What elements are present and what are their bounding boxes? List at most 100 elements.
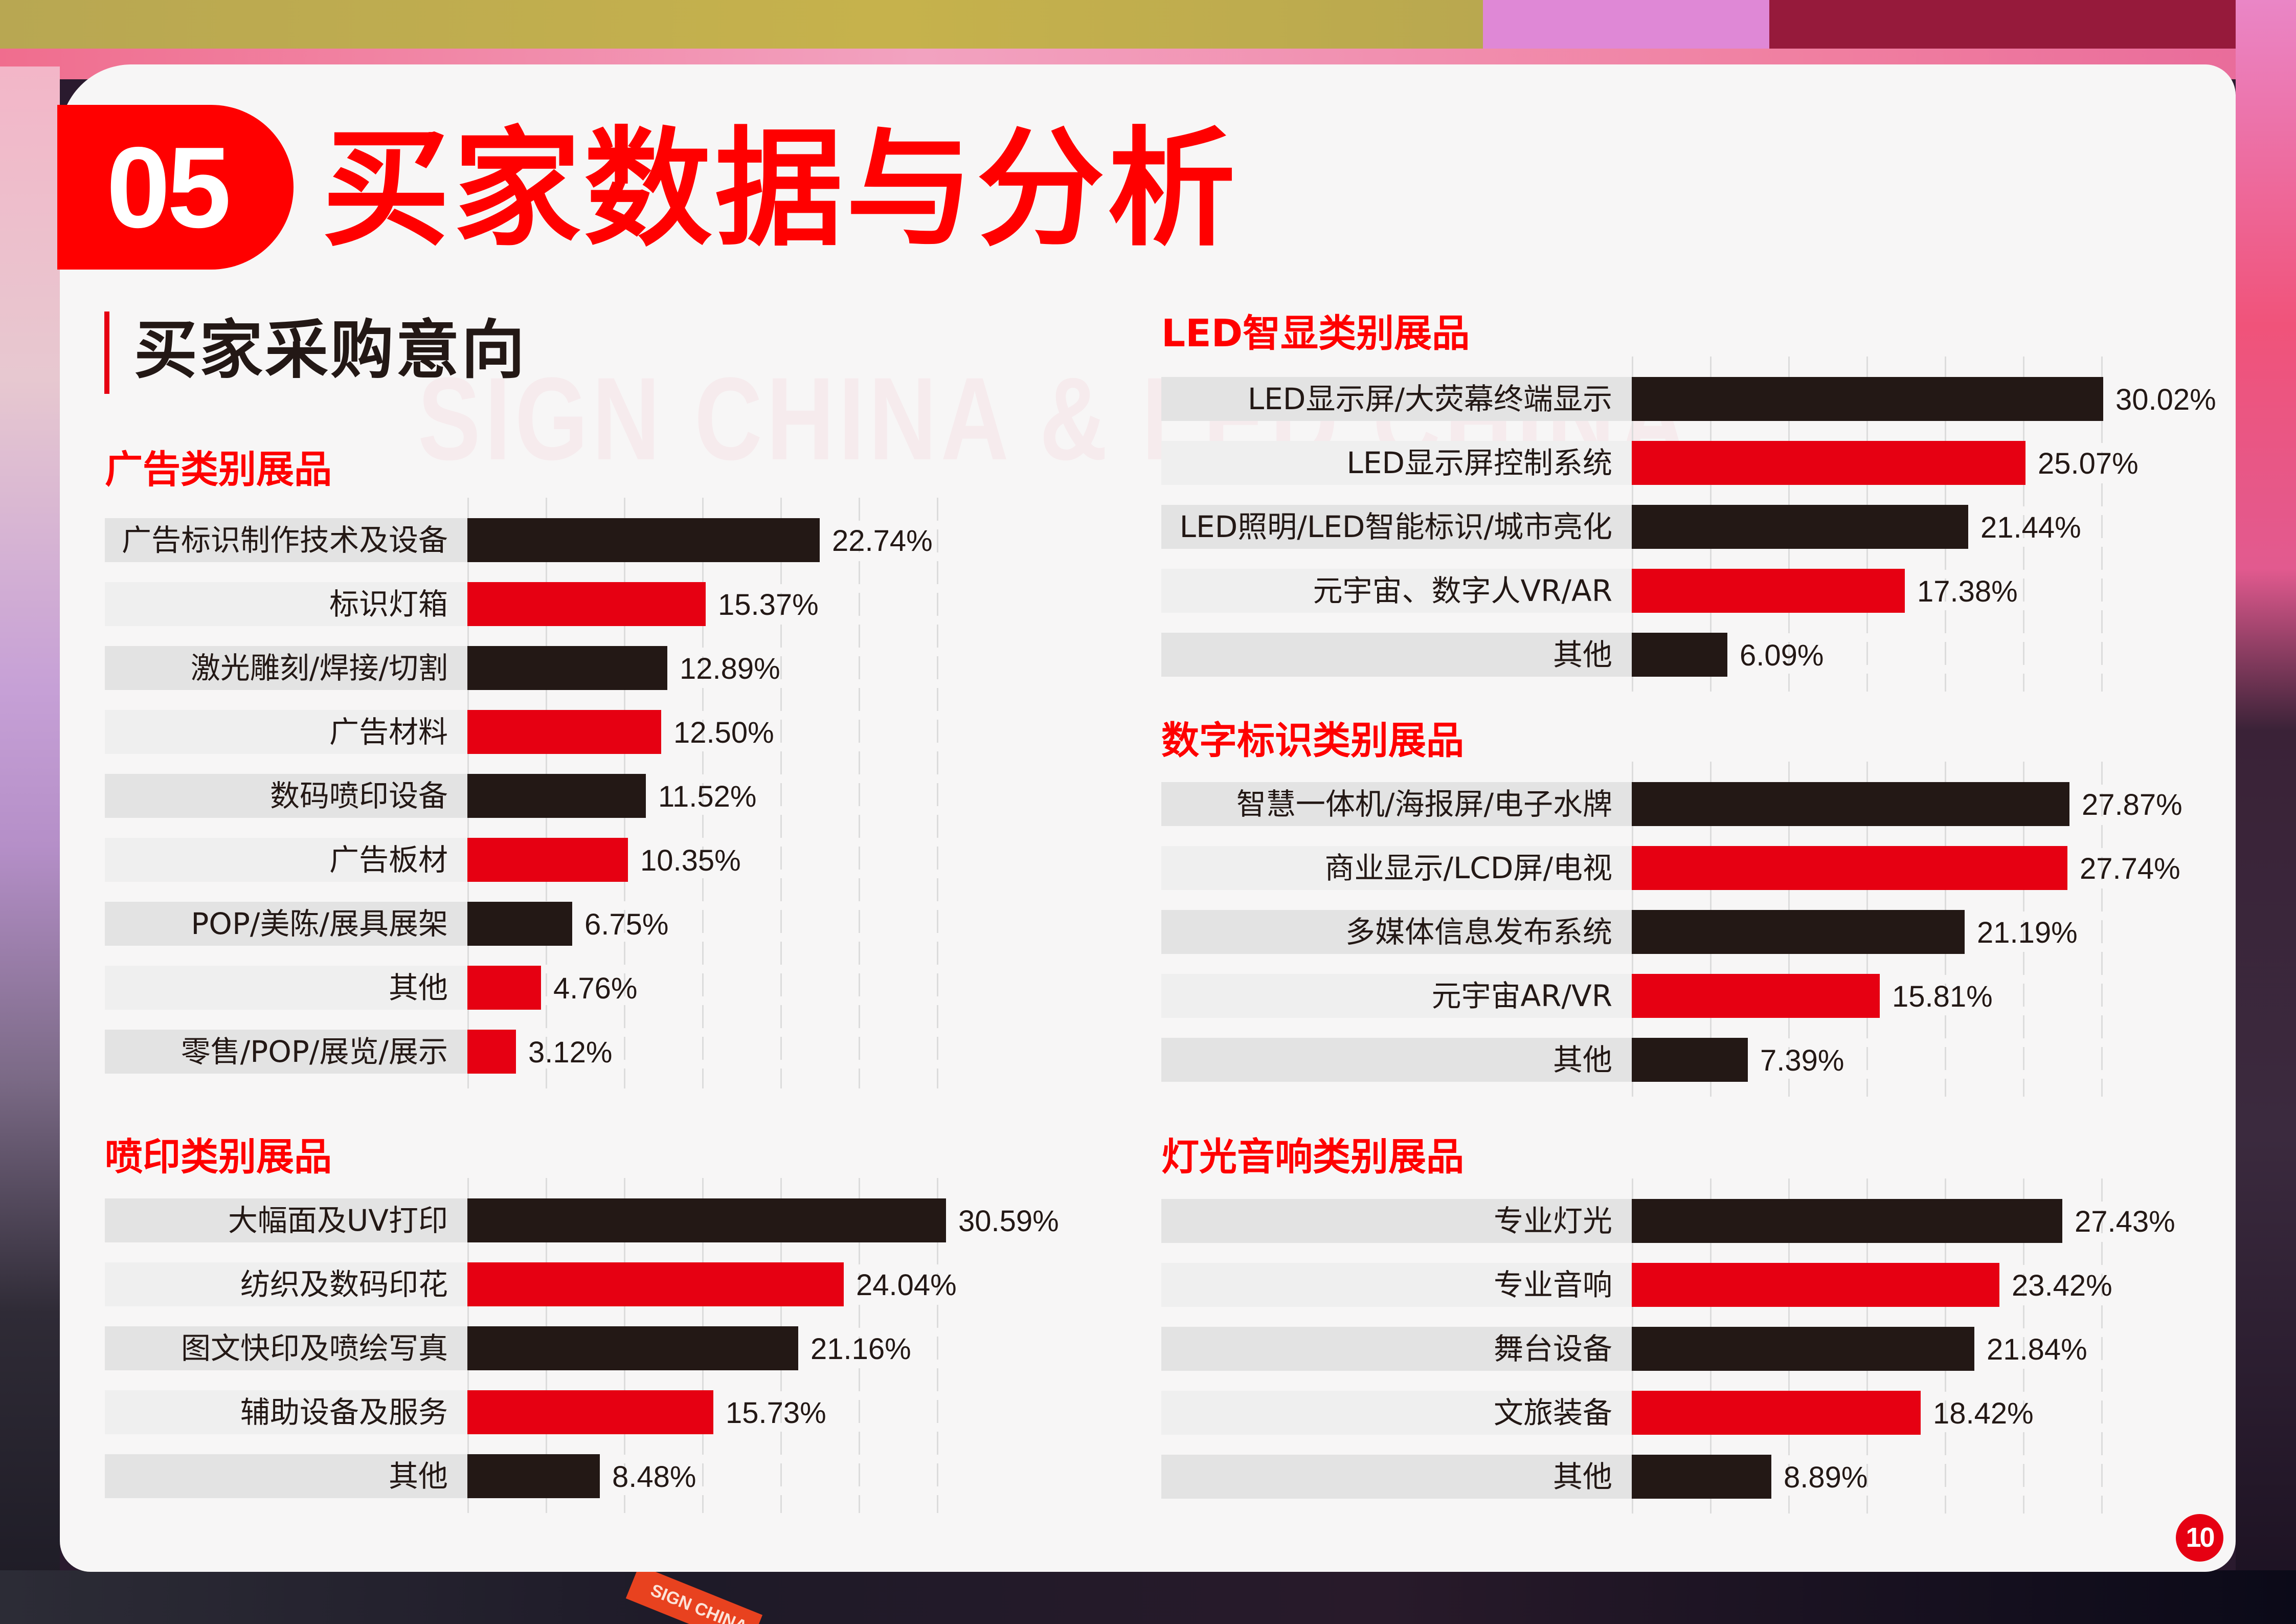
bar — [1632, 782, 2069, 826]
gridline — [2101, 762, 2103, 1097]
gridline — [2101, 1178, 2103, 1514]
bar-row: 舞台设备 21.84% — [1161, 1327, 2128, 1371]
bar — [1632, 1199, 2062, 1243]
bar-label: 广告材料 — [105, 710, 467, 754]
bar-label: 零售/POP/展览/展示 — [105, 1030, 467, 1074]
bar-label: 其他 — [1161, 633, 1632, 677]
bar-label: 标识灯箱 — [105, 582, 467, 626]
gridline — [859, 1178, 860, 1513]
gridline — [2023, 762, 2024, 1097]
bar-row: 其他 4.76% — [105, 966, 694, 1010]
bar — [1632, 1455, 1771, 1499]
bar-label: 专业音响 — [1161, 1263, 1632, 1307]
bar-row: LED照明/LED智能标识/城市亮化 21.44% — [1161, 505, 2122, 549]
bar-row: 其他 7.39% — [1161, 1038, 1901, 1082]
bar-value: 6.09% — [1740, 639, 1824, 672]
bar — [467, 1454, 600, 1498]
bar-row: 大幅面及UV打印 30.59% — [105, 1198, 1099, 1242]
bar-value: 7.39% — [1760, 1044, 1844, 1077]
page-number-badge: 10 — [2176, 1514, 2223, 1562]
bar-value: 30.02% — [2115, 383, 2216, 416]
bar-label: 其他 — [1161, 1455, 1632, 1499]
bar-label: 其他 — [105, 966, 467, 1010]
gridline — [937, 1178, 938, 1513]
bar-row: 其他 8.48% — [105, 1454, 753, 1498]
bar-value: 25.07% — [2038, 447, 2139, 480]
bar-label: 数码喷印设备 — [105, 774, 467, 818]
bar-row: 数码喷印设备 11.52% — [105, 774, 799, 818]
bar-row: 元宇宙AR/VR 15.81% — [1161, 974, 2033, 1018]
bar-row: 激光雕刻/焊接/切割 12.89% — [105, 646, 821, 690]
gridline — [937, 498, 938, 1088]
subtitle-accent-bar — [104, 312, 109, 394]
chart-title: 广告类别展品 — [105, 448, 332, 492]
bar-label: 元宇宙、数字人VR/AR — [1161, 569, 1632, 613]
bar-row: 智慧一体机/海报屏/电子水牌 27.87% — [1161, 782, 2223, 826]
bar-row: 纺织及数码印花 24.04% — [105, 1262, 997, 1306]
bar-label: LED照明/LED智能标识/城市亮化 — [1161, 505, 1632, 549]
bar-label: 其他 — [105, 1454, 467, 1498]
background-left — [0, 66, 60, 1624]
bar-row: 图文快印及喷绘写真 21.16% — [105, 1326, 952, 1370]
gridline — [859, 498, 860, 1088]
bar — [467, 838, 628, 882]
bar-row: 辅助设备及服务 15.73% — [105, 1390, 867, 1434]
background-right — [2236, 0, 2296, 1624]
bar-label: LED显示屏/大荧幕终端显示 — [1161, 377, 1632, 421]
bar-row: 多媒体信息发布系统 21.19% — [1161, 910, 2118, 954]
bar — [1632, 377, 2103, 421]
bar-value: 21.19% — [1977, 916, 2078, 949]
bar-value: 18.42% — [1933, 1397, 2034, 1430]
bar-row: 文旅装备 18.42% — [1161, 1391, 2074, 1435]
section-number: 05 — [106, 123, 231, 252]
bar-value: 24.04% — [856, 1269, 957, 1302]
gridline — [702, 498, 704, 1088]
bar-label: 激光雕刻/焊接/切割 — [105, 646, 467, 690]
gridline — [2023, 1178, 2024, 1514]
bar-row: 专业音响 23.42% — [1161, 1263, 2153, 1307]
bar — [1632, 1391, 1921, 1435]
bar-label: LED显示屏控制系统 — [1161, 441, 1632, 485]
bar — [467, 646, 667, 690]
bar-value: 27.87% — [2082, 788, 2182, 821]
bar-value: 15.37% — [718, 588, 819, 621]
bar-value: 11.52% — [658, 780, 757, 813]
bar-value: 8.48% — [612, 1460, 696, 1494]
chart-advertising: 广告类别展品 广告标识制作技术及设备 22.74% 标识灯箱 15.37% 激光… — [105, 449, 1076, 1094]
page-subtitle: 买家采购意向 — [134, 314, 527, 387]
bar-label: 广告标识制作技术及设备 — [105, 518, 467, 562]
chart-digital-signage: 数字标识类别展品 智慧一体机/海报屏/电子水牌 27.87% 商业显示/LCD屏… — [1161, 720, 2230, 1109]
background-crowd — [0, 1570, 2296, 1624]
bar-value: 21.44% — [1980, 511, 2081, 544]
bar — [467, 582, 706, 626]
bar-row: 其他 8.89% — [1161, 1455, 1925, 1499]
bar-value: 27.74% — [2080, 852, 2180, 885]
bar-label: 多媒体信息发布系统 — [1161, 910, 1632, 954]
bar — [467, 518, 820, 562]
bar — [467, 1198, 946, 1242]
chart-title: 数字标识类别展品 — [1161, 719, 1464, 763]
bar-row: 标识灯箱 15.37% — [105, 582, 859, 626]
bar-value: 4.76% — [553, 972, 638, 1005]
bar-value: 6.75% — [584, 908, 669, 941]
bar-value: 30.59% — [958, 1205, 1059, 1238]
bar — [1632, 846, 2067, 890]
bar — [467, 966, 541, 1010]
bar-value: 21.16% — [811, 1332, 911, 1366]
bar-value: 27.43% — [2075, 1205, 2175, 1238]
bar — [1632, 910, 1965, 954]
bar-label: 元宇宙AR/VR — [1161, 974, 1632, 1018]
bar-label: 图文快印及喷绘写真 — [105, 1326, 467, 1370]
bar — [1632, 569, 1905, 613]
bar-value: 15.81% — [1892, 980, 1993, 1013]
bar — [1632, 633, 1727, 677]
gridline — [2023, 357, 2024, 692]
bar-row: 零售/POP/展览/展示 3.12% — [105, 1030, 669, 1074]
bar-value: 8.89% — [1784, 1461, 1868, 1494]
gridline — [780, 498, 782, 1088]
gridline — [2101, 357, 2103, 692]
bar — [467, 774, 646, 818]
background-ceiling — [0, 0, 1483, 54]
bar — [1632, 1327, 1974, 1371]
